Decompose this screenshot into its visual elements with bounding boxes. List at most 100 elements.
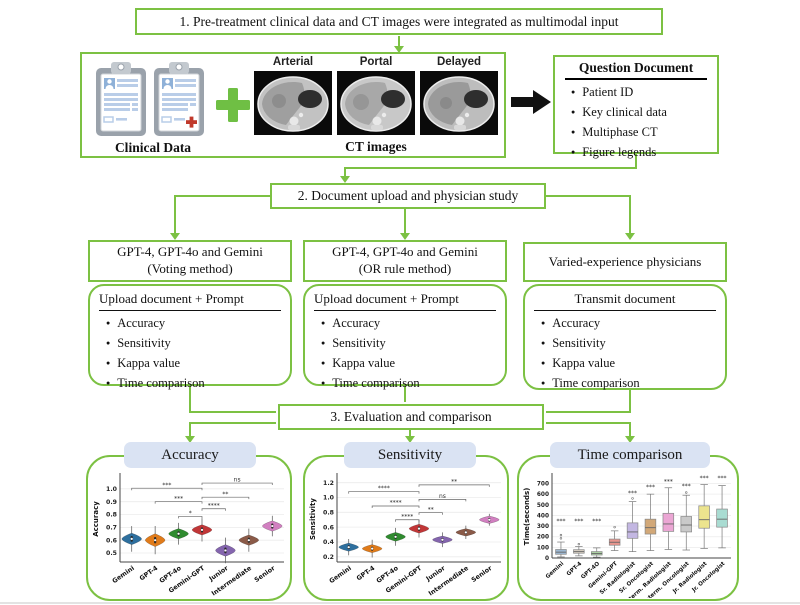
svg-text:***: *** [162,482,171,489]
time-chart: 0 100 200 300 400 500 600 700 Time(seconds) *** Ge… [521,470,735,605]
svg-text:***: *** [574,518,583,525]
step2-box: 2. Document upload and physician study [270,183,546,209]
column-voting-panel: Upload document + Prompt Accuracy Sensit… [88,284,292,390]
clinical-data-label: Clinical Data [114,140,192,155]
svg-text:Accuracy: Accuracy [92,501,100,537]
plus-icon [216,88,250,122]
ct-image-arterial [254,71,332,135]
accuracy-chart: 0.5 0.6 0.7 0.8 0.9 1.0 Accuracy Gemini GPT-4 GPT… [90,470,288,598]
svg-text:***: *** [646,484,655,491]
svg-text:**: ** [222,491,228,498]
column-physicians-header: Varied-experience physicians [523,242,727,282]
svg-text:***: *** [682,483,691,490]
metric-list: Accuracy Sensitivity Kappa value Time co… [106,314,290,394]
step3-box: 3. Evaluation and comparison [278,404,544,430]
svg-text:Senior: Senior [253,564,277,584]
svg-text:***: *** [592,518,601,525]
svg-text:****: **** [401,513,413,520]
sensitivity-chart: 0.2 0.4 0.6 0.8 1.0 1.2 Sensitivity Gemini GPT-4… [307,470,505,598]
svg-text:***: *** [628,490,637,497]
svg-text:Senior: Senior [470,564,494,584]
ct-image-delayed [420,71,498,135]
svg-text:***: *** [664,479,673,486]
step1-label: 1. Pre-treatment clinical data and CT im… [179,13,619,29]
svg-text:0.5: 0.5 [106,550,117,557]
sensitivity-header-pill: Sensitivity [344,442,476,468]
svg-text:***: *** [556,518,565,525]
svg-text:**: ** [451,478,457,485]
metric-item: Time comparison [321,374,505,394]
metric-item: Kappa value [541,354,725,374]
svg-text:1.2: 1.2 [323,480,334,487]
column-orrule-subtitle: (OR rule method) [358,261,452,276]
svg-text:700: 700 [537,482,549,488]
metric-item: Sensitivity [541,334,725,354]
input-panel: Clinical Data Arterial Portal Delayed [80,52,506,158]
svg-text:Gemini: Gemini [328,564,353,585]
svg-text:0.6: 0.6 [106,537,117,544]
svg-text:Gemini: Gemini [545,561,565,580]
svg-text:****: **** [390,500,402,507]
svg-text:Time(seconds): Time(seconds) [523,488,531,546]
svg-text:***: *** [700,475,709,482]
question-document-box: Question Document Patient ID Key clinica… [553,55,719,159]
svg-text:0.2: 0.2 [323,554,334,561]
metric-list: Accuracy Sensitivity Kappa value Time co… [541,314,725,394]
accuracy-header-pill: Accuracy [124,442,256,468]
column-orrule-title: GPT-4, GPT-4o and Gemini [332,244,478,260]
svg-text:0.6: 0.6 [323,524,334,531]
svg-text:1.0: 1.0 [106,486,118,493]
svg-text:Jr. Oncologist: Jr. Oncologist [691,561,727,594]
svg-text:GPT-4: GPT-4 [355,564,377,583]
bottom-divider [0,602,800,604]
ct-phase-label: Portal [359,56,393,68]
panel-title: Upload document + Prompt [99,291,281,311]
step3-label: 3. Evaluation and comparison [330,409,492,424]
arrow-right-icon [511,90,551,114]
svg-text:Sensitivity: Sensitivity [309,498,317,540]
metric-item: Accuracy [541,314,725,334]
panel-title: Transmit document [534,291,716,311]
metric-item: Kappa value [106,354,290,374]
svg-text:100: 100 [537,545,549,551]
svg-text:****: **** [208,502,220,509]
svg-text:500: 500 [537,503,549,509]
svg-text:0.8: 0.8 [106,512,117,519]
svg-text:0.7: 0.7 [106,525,117,532]
column-voting-subtitle: (Voting method) [147,261,233,276]
metric-item: Accuracy [321,314,505,334]
metric-item: Accuracy [106,314,290,334]
svg-text:Intermediate: Intermediate [210,564,254,598]
ct-phase-label: Arterial [272,56,314,68]
column-voting-title: GPT-4, GPT-4o and Gemini [117,244,263,260]
question-document-title: Question Document [565,60,707,80]
svg-text:GPT-4: GPT-4 [138,564,160,583]
clipboard-icon [154,62,204,136]
column-voting-header: GPT-4, GPT-4o and Gemini (Voting method) [88,240,292,282]
svg-text:0.4: 0.4 [323,539,335,546]
svg-text:Gemini: Gemini [111,564,136,585]
svg-text:***: *** [174,495,183,502]
svg-text:600: 600 [537,492,549,498]
column-orrule-header: GPT-4, GPT-4o and Gemini (OR rule method… [303,240,507,282]
ct-phase-label: Delayed [436,56,482,68]
question-document-item: Multiphase CT [571,123,709,143]
time-comparison-header-pill: Time comparison [550,442,710,468]
clinical-data-icons [94,58,212,140]
svg-text:***: *** [718,475,727,482]
step1-box: 1. Pre-treatment clinical data and CT im… [135,8,663,35]
column-physicians-panel: Transmit document Accuracy Sensitivity K… [523,284,727,390]
metric-item: Sensitivity [106,334,290,354]
question-document-list: Patient ID Key clinical data Multiphase … [571,83,709,163]
metric-item: Time comparison [106,374,290,394]
red-cross-icon [186,116,197,128]
column-orrule-panel: Upload document + Prompt Accuracy Sensit… [303,284,507,390]
metric-list: Accuracy Sensitivity Kappa value Time co… [321,314,505,394]
ct-images-label: CT images [345,139,407,154]
svg-text:*: * [189,510,192,517]
clipboard-icon [96,62,146,136]
svg-text:0.8: 0.8 [323,510,334,517]
svg-text:200: 200 [537,535,549,541]
svg-text:ns: ns [234,477,241,484]
